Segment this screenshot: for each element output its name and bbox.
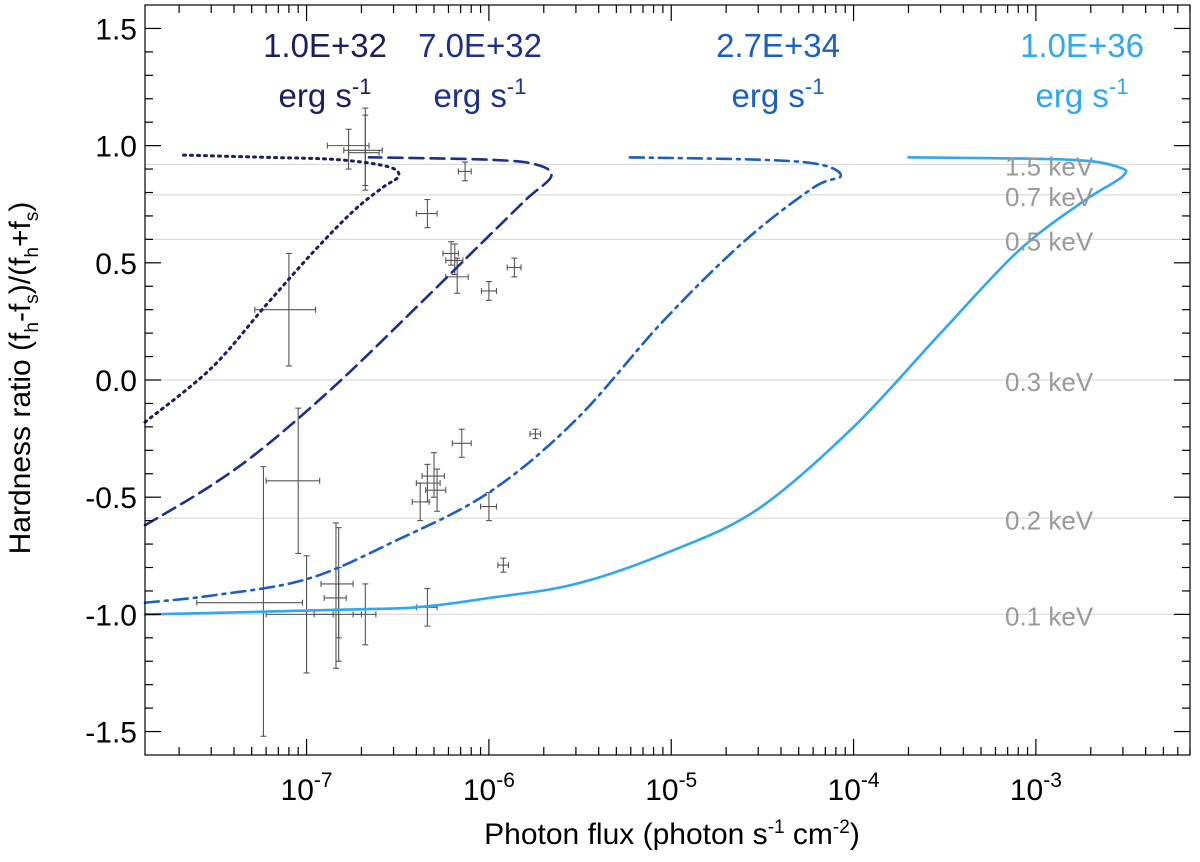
luminosity-unit: erg s-1	[1036, 74, 1129, 114]
x-tick-label: 10-5	[645, 769, 697, 807]
y-tick-label: 1.5	[95, 13, 137, 46]
luminosity-label: 2.7E+34	[716, 27, 840, 64]
luminosity-unit: erg s-1	[279, 74, 372, 114]
x-tick-label: 10-3	[1010, 769, 1062, 807]
observation-point	[451, 428, 472, 458]
y-axis-label: Hardness ratio (fh-fs)/(fh+fs)	[4, 202, 43, 555]
luminosity-unit: erg s-1	[434, 74, 527, 114]
luminosity-curves	[143, 153, 1128, 616]
y-tick-label: 1.0	[95, 131, 137, 164]
observation-point	[457, 161, 472, 182]
luminosity-label: 7.0E+32	[418, 27, 542, 64]
axis-ticks: 10-7 10-6 10-5 10-4 10-3 1.5 1.0 0.5 0.0 -0.5 -1.0…	[85, 5, 1191, 807]
temperature-label: 0.1 keV	[1005, 601, 1094, 631]
temperature-label: 0.5 keV	[1005, 226, 1094, 256]
x-axis-label: Photon flux (photon s-1 cm-2)	[484, 817, 860, 851]
luminosity-label: 1.0E+32	[263, 27, 387, 64]
y-tick-label: 0.0	[95, 365, 137, 398]
observation-point	[529, 428, 542, 440]
luminosity-label: 1.0E+36	[1020, 27, 1144, 64]
observation-point	[415, 198, 438, 229]
y-tick-label: -0.5	[85, 482, 137, 515]
observation-point	[320, 527, 354, 639]
temperature-label: 0.3 keV	[1005, 367, 1094, 397]
observation-point	[326, 128, 370, 170]
luminosity-labels: 1.0E+32 erg s-1 7.0E+32 erg s-1 2.7E+34 erg s…	[263, 27, 1144, 114]
y-tick-label: 0.5	[95, 248, 137, 281]
observation-point	[313, 566, 362, 662]
observation-point	[323, 522, 347, 669]
luminosity-curve-2.7E+34	[143, 156, 843, 604]
observation-point	[196, 466, 304, 737]
observation-point	[265, 407, 321, 554]
observation-point	[415, 463, 441, 503]
observation-point	[343, 114, 383, 187]
temperature-label: 0.7 keV	[1005, 182, 1094, 212]
observation-point	[442, 241, 459, 266]
y-tick-label: -1.5	[85, 717, 137, 750]
observation-point	[506, 257, 522, 278]
observation-point	[497, 557, 509, 573]
luminosity-curve-1.0E+36	[143, 156, 1128, 616]
observation-point	[480, 281, 497, 301]
x-tick-label: 10-7	[281, 769, 333, 807]
x-tick-label: 10-6	[463, 769, 515, 807]
observation-point	[254, 252, 317, 367]
luminosity-curve-1.0E+32	[143, 153, 401, 424]
observation-point	[425, 468, 447, 512]
luminosity-unit: erg s-1	[732, 74, 825, 114]
temperature-label: 1.5 keV	[1005, 151, 1094, 181]
observations	[196, 107, 542, 737]
observation-point	[445, 257, 469, 294]
x-tick-label: 10-4	[828, 769, 880, 807]
luminosity-curve-7.0E+32	[143, 156, 553, 527]
y-tick-label: -1.0	[85, 599, 137, 632]
temperature-label: 0.2 keV	[1005, 505, 1094, 535]
observation-point	[348, 107, 380, 191]
observation-point	[480, 491, 497, 522]
